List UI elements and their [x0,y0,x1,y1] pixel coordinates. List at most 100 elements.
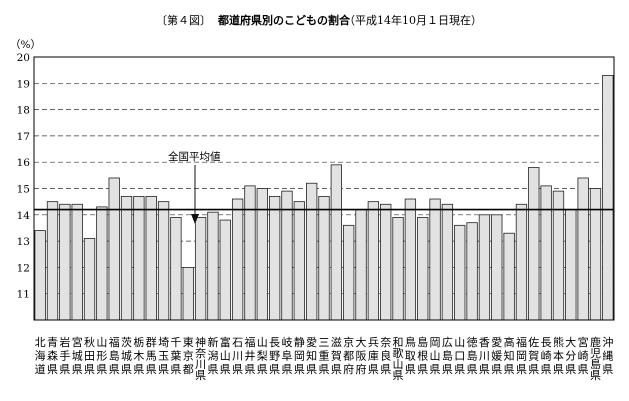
x-category-label: 神奈川県 [195,335,206,382]
x-category-label: 徳島県 [467,336,478,376]
y-tick-label: 19 [17,78,30,90]
bar [46,201,59,321]
bar [59,203,71,321]
y-tick-label: 18 [17,105,30,117]
bar [83,238,96,321]
y-tick-label: 15 [17,184,30,196]
y-tick-label: 14 [17,210,31,222]
bar [441,203,454,321]
average-annotation: 全国平均値 [168,150,221,224]
bar [565,209,577,321]
bar [491,214,503,321]
x-category-label: 岩手県 [59,335,70,376]
bar [429,198,441,321]
bar [182,266,194,321]
bar [380,203,392,321]
bar [306,182,318,321]
bar [404,198,417,321]
bar [552,190,565,321]
x-category-label: 大阪府 [356,335,367,376]
bar [528,167,540,321]
bar [454,224,466,321]
x-category-label: 兵庫県 [368,336,379,376]
x-category-label: 高知県 [504,335,515,376]
x-category-label: 和歌山県 [393,336,404,382]
y-tick-label: 13 [17,236,30,248]
bar [577,177,589,321]
bar [133,195,145,321]
x-category-label: 福島県 [109,335,120,376]
bar [71,203,83,321]
bar [602,75,614,321]
x-category-label: 埼玉県 [158,335,169,376]
x-category-label: 千葉県 [170,336,181,376]
bar [392,217,404,321]
x-category-label: 奈良県 [380,335,391,376]
x-category-label: 静岡県 [294,335,305,376]
chart-subtitle: （平成14年10月１日現在） [344,13,482,27]
x-category-label: 鳥取県 [405,335,416,376]
average-label: 全国平均値 [168,150,221,163]
bar [515,203,528,321]
y-tick-label: 12 [17,262,30,274]
bar [466,222,478,321]
bar [478,214,491,321]
x-category-label: 青森県 [47,336,58,376]
y-tick-label: 20 [17,52,30,64]
x-category-label: 滋賀県 [331,336,342,376]
bar [417,217,429,321]
bar [318,195,330,321]
x-category-label: 秋田県 [84,335,95,376]
x-category-label: 茨城県 [121,335,132,376]
x-category-label: 熊本県 [553,335,564,376]
bar [256,188,268,321]
bar [120,195,133,321]
x-category-label: 石川県 [232,336,243,376]
y-tick-label: 11 [17,289,30,301]
bar [34,230,46,321]
bar [207,211,219,321]
x-category-label: 岡山県 [430,336,441,376]
x-category-label: 佐賀県 [528,335,539,376]
x-category-label: 栃木県 [133,335,144,376]
bar [355,209,367,321]
average-pointer-arrow [191,214,199,224]
x-category-label: 富山県 [220,335,231,376]
bar [268,195,281,321]
x-category-label: 群馬県 [146,335,157,376]
y-tick-label: 16 [17,157,31,169]
bar [194,217,207,321]
x-category-label: 大分県 [565,335,576,376]
x-category-label: 京都府 [343,335,354,376]
x-category-label: 島根県 [417,335,428,376]
x-category-label: 広島県 [442,336,453,376]
bar [540,185,552,321]
bar [231,198,244,321]
x-category-label: 山形県 [96,336,107,376]
x-category-label: 宮崎県 [578,335,589,376]
bar [96,206,108,321]
y-tick-label: 17 [17,131,30,143]
bar [170,217,182,321]
x-category-labels: 北海道青森県岩手県宮城県秋田県山形県福島県茨城県栃木県群馬県埼玉県千葉県東京都神… [35,335,614,382]
bar [343,224,355,321]
x-category-label: 長崎県 [541,336,552,376]
bar [281,190,293,321]
x-category-label: 愛媛県 [491,336,502,376]
axes [33,56,615,321]
bar [503,232,515,321]
x-category-label: 山梨県 [257,336,268,376]
bar [244,185,256,321]
bar [293,201,305,321]
bar [330,164,342,321]
x-category-label: 福井県 [244,335,255,376]
y-axis-label: （%） [10,39,41,51]
x-category-label: 香川県 [479,336,490,376]
x-category-label: 鹿児島県 [590,335,601,382]
bar [589,188,602,321]
x-category-label: 長野県 [269,336,280,376]
x-category-label: 北海道 [35,336,46,376]
x-category-label: 岐阜県 [281,336,292,376]
x-category-label: 愛知県 [306,336,317,376]
